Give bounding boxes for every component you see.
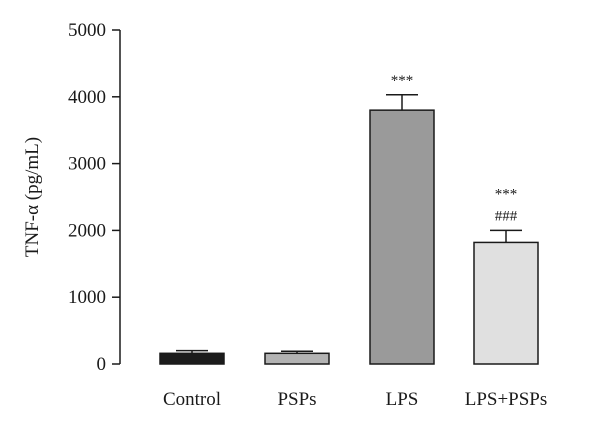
bar <box>369 109 435 365</box>
bar <box>473 241 539 365</box>
y-tick-label: 5000 <box>68 20 106 41</box>
bars: *** ### *** <box>159 73 539 365</box>
y-ticks: 0 1000 2000 3000 4000 5000 <box>68 20 120 375</box>
bar-group: ### *** <box>473 186 539 365</box>
y-tick-label: 2000 <box>68 220 106 241</box>
y-tick-label: 0 <box>97 354 107 375</box>
bar-group <box>264 350 330 365</box>
significance-label: ### <box>495 208 518 224</box>
significance-label: *** <box>495 186 518 202</box>
y-tick-label: 4000 <box>68 87 106 108</box>
y-tick-label: 3000 <box>68 154 106 175</box>
x-tick-label: PSPs <box>277 389 316 410</box>
significance-label: *** <box>391 73 414 89</box>
bar <box>159 352 225 365</box>
y-axis: 0 1000 2000 3000 4000 5000 <box>68 20 121 375</box>
y-axis-title: TNF-α (pg/mL) <box>22 137 43 257</box>
x-tick-label: LPS+PSPs <box>465 389 548 410</box>
bar-group: *** <box>369 73 435 365</box>
bar <box>264 352 330 365</box>
x-tick-label: LPS <box>386 389 419 410</box>
y-tick-label: 1000 <box>68 287 106 308</box>
x-axis-labels: Control PSPs LPS LPS+PSPs <box>163 389 547 410</box>
x-tick-label: Control <box>163 389 221 410</box>
bar-group <box>159 349 225 365</box>
